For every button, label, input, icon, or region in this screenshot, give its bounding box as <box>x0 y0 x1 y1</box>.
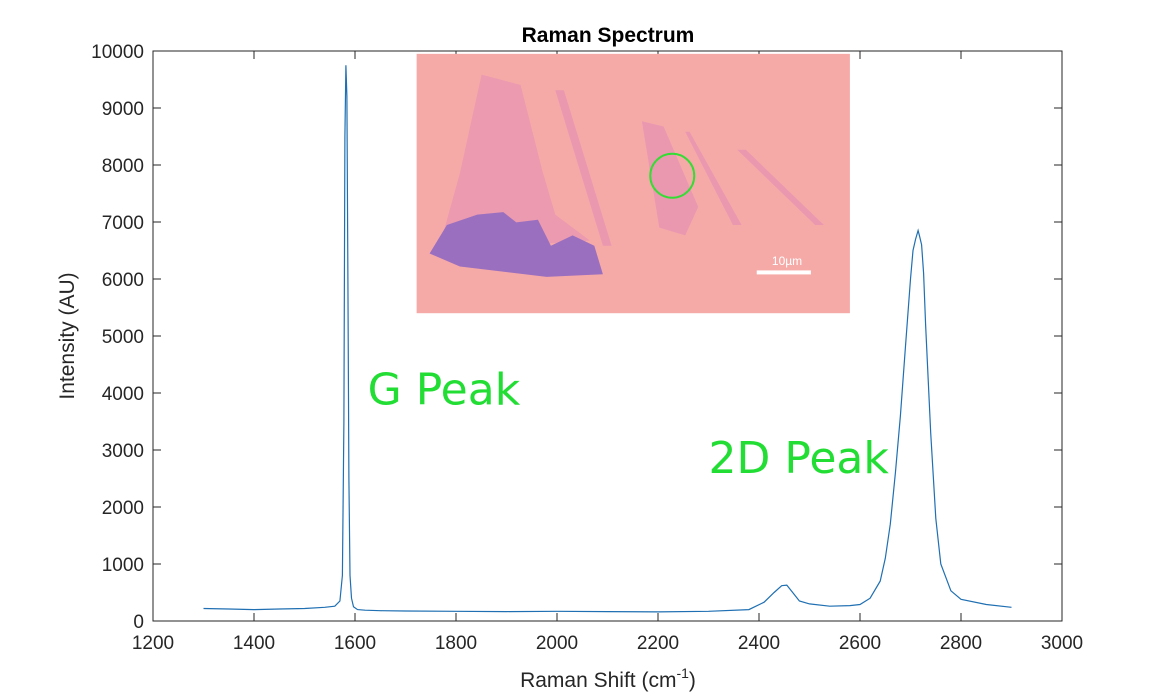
tick-labels: 1200 1400 1600 1800 2000 2200 2400 2600 2800 3000… <box>91 42 1083 654</box>
y-tick-label: 1000 <box>102 555 144 576</box>
y-tick-label: 2000 <box>102 498 144 519</box>
x-tick-label: 2400 <box>738 633 780 654</box>
x-axis-label: Raman Shift (cm-1) <box>520 665 696 692</box>
x-tick-label: 1400 <box>233 633 275 654</box>
inset-flake-light <box>438 74 590 251</box>
y-tick-label: 7000 <box>102 213 144 234</box>
inset-flake-strip <box>641 121 699 236</box>
series-line <box>203 65 1012 613</box>
inset-flake-dark <box>429 212 603 277</box>
inset-micrograph: 10µm <box>416 53 850 314</box>
y-tick-label: 6000 <box>102 270 144 291</box>
x-tick-label: 1800 <box>435 633 477 654</box>
x-tick-label: 1600 <box>334 633 376 654</box>
y-tick-label: 8000 <box>102 156 144 177</box>
y-tick-label: 0 <box>133 612 144 633</box>
y-tick-label: 3000 <box>102 441 144 462</box>
y-tick-label: 10000 <box>91 42 144 63</box>
y-tick-label: 9000 <box>102 99 144 120</box>
y-tick-label: 5000 <box>102 327 144 348</box>
annotation-2d-peak: 2D Peak <box>709 433 890 484</box>
inset-flake-strip <box>685 131 742 225</box>
chart-title: Raman Spectrum <box>522 24 695 47</box>
x-tick-label: 1200 <box>132 633 174 654</box>
x-tick-label: 2200 <box>637 633 679 654</box>
inset-scale-label: 10µm <box>772 254 802 268</box>
inset-flake-strip <box>555 90 612 246</box>
x-tick-label: 2600 <box>839 633 881 654</box>
y-tick-label: 4000 <box>102 384 144 405</box>
inset-scale-bar <box>756 270 811 275</box>
inset-flake-strip <box>737 149 824 225</box>
y-axis-label: Intensity (AU) <box>56 272 79 399</box>
x-tick-label: 2800 <box>940 633 982 654</box>
inset-measurement-circle <box>649 152 696 199</box>
x-tick-label: 3000 <box>1041 633 1083 654</box>
annotation-g-peak: G Peak <box>368 364 521 415</box>
x-tick-label: 2000 <box>536 633 578 654</box>
